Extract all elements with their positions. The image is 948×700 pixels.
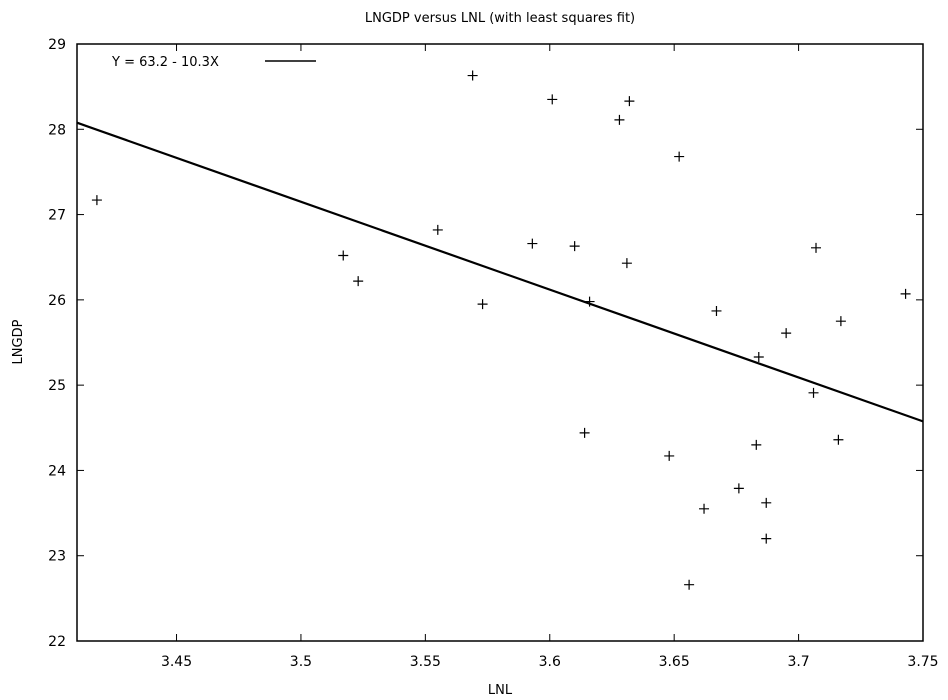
data-point: [835, 316, 846, 327]
y-tick-label: 28: [48, 122, 66, 138]
data-point: [833, 434, 844, 445]
data-point: [811, 242, 822, 253]
legend-label: Y = 63.2 - 10.3X: [111, 55, 219, 70]
data-point: [621, 258, 632, 269]
data-point: [711, 305, 722, 316]
scatter-points: [91, 70, 911, 590]
y-tick-label: 23: [48, 549, 66, 565]
data-point: [477, 299, 488, 310]
data-point: [808, 387, 819, 398]
y-tick-label: 26: [48, 293, 66, 309]
y-tick-label: 27: [48, 208, 66, 224]
plot-frame: [76, 43, 924, 642]
x-tick-label: 3.6: [539, 654, 561, 670]
legend: Y = 63.2 - 10.3X: [111, 55, 316, 70]
data-point: [569, 241, 580, 252]
data-point: [751, 439, 762, 450]
y-tick-label: 24: [48, 463, 66, 479]
data-point: [664, 450, 675, 461]
data-point: [338, 250, 349, 261]
y-axis-label: LNGDP: [11, 319, 26, 364]
data-point: [527, 238, 538, 249]
data-point: [761, 497, 772, 508]
x-axis: 3.45 3.5 3.55 3.6 3.65 3.7 3.75: [161, 44, 939, 670]
y-axis: 22 23 24 25 26 27 28 29: [48, 37, 923, 650]
data-point: [761, 533, 772, 544]
data-point: [432, 224, 443, 235]
x-axis-label: LNL: [488, 683, 513, 698]
data-point: [614, 114, 625, 125]
data-point: [547, 94, 558, 105]
x-tick-label: 3.75: [907, 654, 938, 670]
x-tick-label: 3.65: [659, 654, 690, 670]
x-tick-label: 3.5: [290, 654, 312, 670]
data-point: [91, 195, 102, 206]
data-point: [579, 427, 590, 438]
fit-line: [76, 121, 924, 423]
data-point: [467, 70, 478, 81]
data-point: [781, 328, 792, 339]
data-point: [753, 351, 764, 362]
data-point: [733, 483, 744, 494]
data-point: [624, 96, 635, 107]
data-point: [699, 503, 710, 514]
data-point: [674, 151, 685, 162]
y-tick-label: 22: [48, 634, 66, 650]
data-point: [353, 276, 364, 287]
data-point: [584, 296, 595, 307]
data-point: [900, 288, 911, 299]
x-tick-label: 3.45: [161, 654, 192, 670]
x-tick-label: 3.55: [410, 654, 441, 670]
chart-title: LNGDP versus LNL (with least squares fit…: [365, 11, 635, 26]
fit-line-group: [76, 121, 924, 423]
data-point: [684, 579, 695, 590]
x-tick-label: 3.7: [787, 654, 809, 670]
y-tick-label: 25: [48, 378, 66, 394]
y-tick-label: 29: [48, 37, 66, 53]
